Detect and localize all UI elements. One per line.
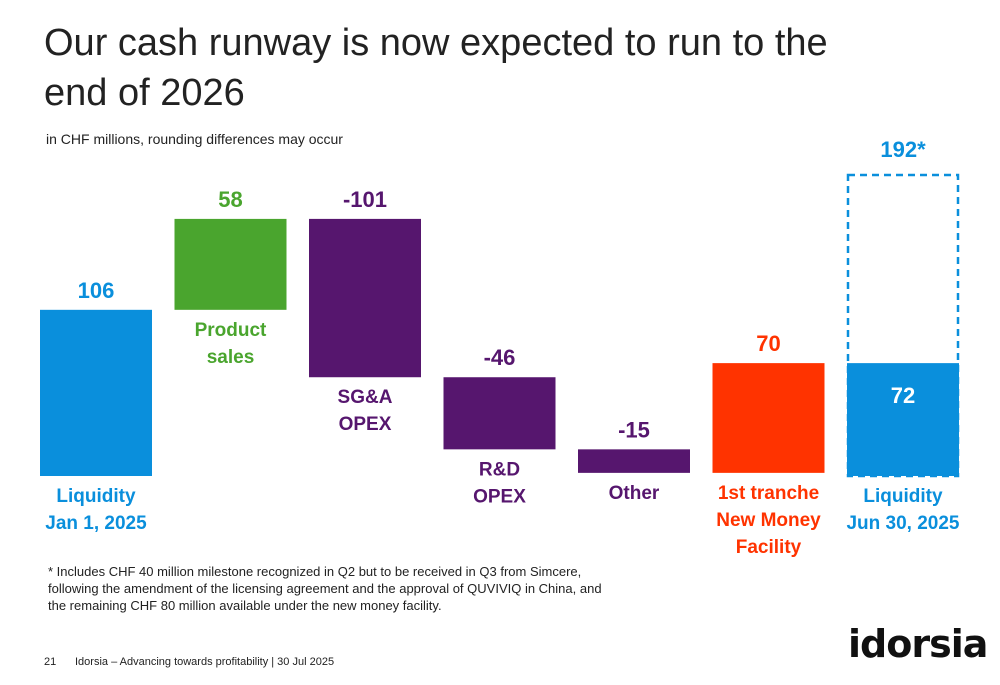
value-label: 58 [218, 187, 242, 212]
footnote: * Includes CHF 40 million milestone reco… [48, 564, 602, 613]
value-label: -15 [618, 417, 650, 442]
page-number: 21 [44, 656, 57, 668]
value-label: -101 [343, 187, 387, 212]
value-label: 106 [78, 278, 115, 303]
value-label: -46 [484, 345, 516, 370]
category-label: 1st tranche New Money Facility [716, 483, 821, 558]
projected-total-box [846, 173, 960, 478]
category-label: Other [609, 483, 660, 504]
category-label: Liquidity Jun 30, 2025 [846, 486, 959, 534]
category-label: R&D OPEX [473, 459, 526, 507]
bar [174, 218, 287, 310]
value-label: 70 [756, 331, 780, 356]
footer-text: Idorsia – Advancing towards profitabilit… [75, 656, 335, 668]
bar [443, 377, 556, 450]
logo: idorsia [848, 622, 988, 666]
bar [847, 363, 959, 476]
category-label: SG&A OPEX [338, 387, 393, 435]
category-label: Liquidity Jan 1, 2025 [45, 486, 147, 534]
bar [40, 309, 152, 476]
bar [578, 449, 690, 473]
value-label: 72 [891, 383, 915, 408]
title: Our cash runway is now expected to run t… [44, 22, 828, 114]
subtitle: in CHF millions, rounding differences ma… [46, 131, 343, 147]
bar [309, 218, 421, 378]
category-label: Product sales [195, 320, 267, 368]
projected-total-label: 192* [880, 137, 926, 162]
bar [712, 363, 825, 473]
